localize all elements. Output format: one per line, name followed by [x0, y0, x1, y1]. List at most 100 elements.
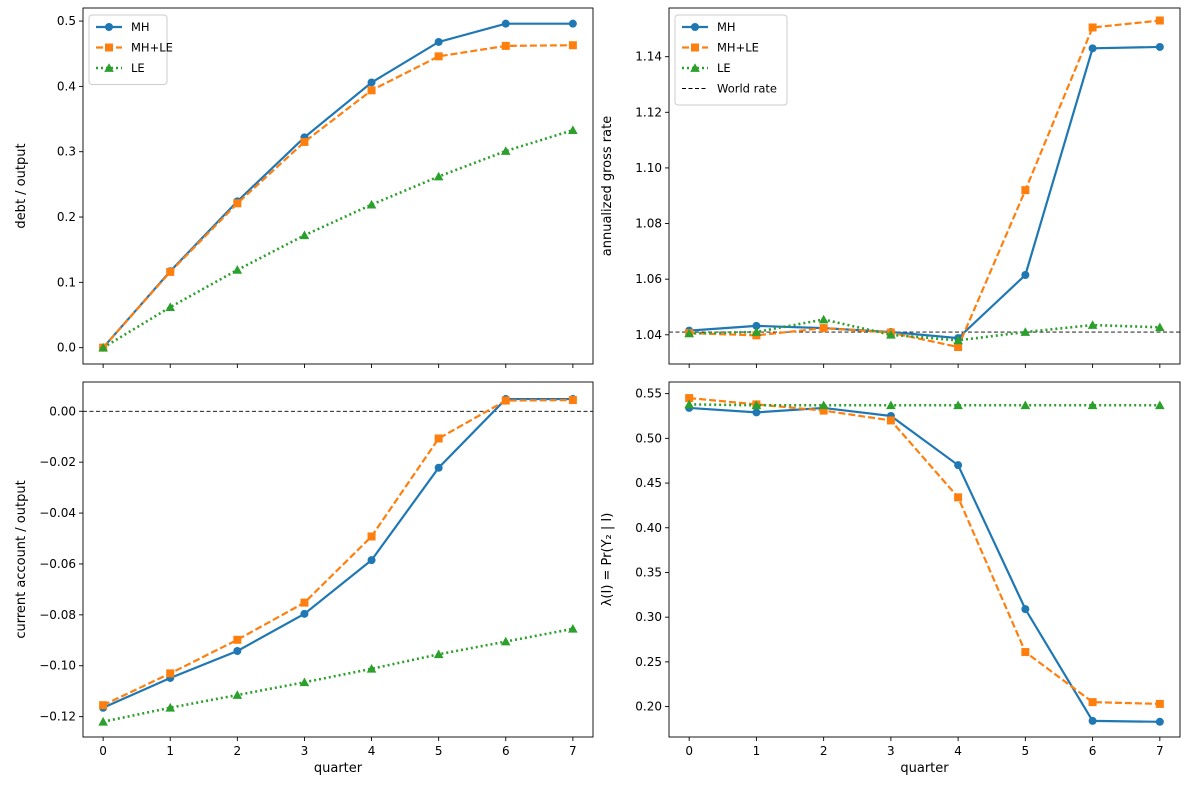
y-tick-label: 0.2: [57, 210, 76, 224]
data-point: [568, 396, 577, 405]
legend: MH MH+LE LE: [88, 14, 173, 85]
data-point: [500, 146, 511, 155]
data-point: [434, 434, 443, 443]
axes-frame: [668, 381, 1181, 738]
data-point: [500, 636, 511, 646]
legend-marker: [105, 43, 113, 52]
data-point: [953, 400, 963, 410]
x-tick-label: 0: [99, 744, 107, 758]
data-point: [954, 461, 963, 470]
x-tick-label: 3: [301, 744, 309, 758]
data-point: [233, 635, 242, 644]
series-line: [689, 318, 1160, 342]
y-tick-label: 0.30: [635, 610, 662, 624]
x-axis-label: quarter: [900, 761, 949, 776]
x-tick-label: 2: [820, 744, 828, 758]
series-le: [684, 314, 1165, 345]
series-mh: [99, 395, 577, 712]
data-point: [886, 329, 896, 339]
x-tick-label: 3: [887, 744, 895, 758]
data-point: [300, 137, 309, 146]
data-point: [99, 701, 108, 710]
y-tick-label: −0.02: [39, 455, 76, 469]
legend-marker: [104, 63, 114, 72]
data-point: [1021, 271, 1030, 279]
data-point: [954, 493, 963, 502]
data-point: [819, 324, 828, 333]
data-point: [568, 624, 578, 633]
y-tick-label: −0.10: [39, 659, 76, 673]
x-tick-label: 2: [234, 744, 242, 758]
data-point: [1021, 605, 1030, 614]
legend-label: MH+LE: [131, 41, 173, 55]
series-le: [684, 399, 1165, 410]
data-point: [433, 649, 444, 659]
data-point: [165, 702, 176, 712]
data-point: [366, 199, 377, 209]
data-point: [1021, 648, 1030, 657]
data-point: [501, 19, 510, 28]
series-mh-plus-le: [99, 396, 577, 710]
series-line: [102, 397, 573, 709]
data-point: [568, 41, 577, 50]
y-tick-label: 0.1: [57, 275, 76, 289]
data-point: [299, 677, 310, 687]
legend-label: MH: [717, 20, 736, 34]
legend-box: [674, 14, 788, 106]
data-point: [751, 400, 762, 410]
series-line: [689, 19, 1160, 349]
x-tick-label: 4: [954, 744, 962, 758]
data-point: [954, 343, 963, 352]
legend: MH MH+LE LE World rate: [674, 14, 788, 106]
y-tick-label: 0.50: [635, 431, 662, 445]
data-point: [953, 335, 963, 345]
y-tick-label: 1.12: [635, 105, 662, 119]
data-point: [1088, 23, 1097, 32]
x-tick-label: 5: [1022, 744, 1030, 758]
y-tick-label: −0.06: [39, 557, 76, 571]
chart-panel-4: 0 1 2 3 4 5 6 7 0.20 0.25 0.30 0.35 0.40 0.45 0.50 0.55…: [600, 381, 1181, 776]
y-tick-label: 0.00: [49, 404, 76, 418]
series-mh: [685, 403, 1164, 726]
axes-frame: [82, 381, 594, 738]
series-line: [689, 397, 1160, 706]
data-point: [166, 267, 175, 276]
data-point: [752, 321, 761, 330]
y-tick-label: 0.55: [635, 387, 662, 401]
data-point: [1021, 186, 1030, 195]
series-mh: [99, 19, 577, 352]
x-tick-label: 6: [1089, 744, 1097, 758]
data-point: [684, 328, 694, 338]
x-tick-label: 7: [569, 744, 577, 758]
y-tick-label: 1.06: [635, 272, 662, 286]
legend-marker: [691, 43, 699, 52]
data-point: [1087, 320, 1098, 329]
y-tick-label: 0.4: [57, 79, 76, 93]
data-point: [568, 19, 577, 28]
y-tick-label: −0.08: [39, 608, 76, 622]
data-point: [819, 406, 828, 415]
data-point: [501, 396, 510, 405]
series-line: [102, 398, 573, 707]
y-tick-label: 0.0: [57, 341, 76, 355]
series-line: [689, 45, 1160, 340]
y-tick-label: 0.35: [635, 565, 662, 579]
legend-label: MH: [131, 20, 150, 34]
legend-label: LE: [717, 61, 731, 75]
data-point: [684, 399, 694, 409]
series-le: [98, 624, 578, 726]
series-line: [689, 403, 1160, 407]
data-point: [1020, 327, 1031, 336]
legend-label: LE: [131, 61, 145, 75]
x-tick-label: 7: [1156, 744, 1164, 758]
y-tick-label: 0.40: [635, 521, 662, 535]
data-point: [1155, 322, 1165, 332]
x-tick-label: 0: [685, 744, 693, 758]
data-point: [233, 199, 242, 208]
data-point: [501, 41, 510, 50]
data-point: [299, 230, 310, 240]
y-tick-label: 0.45: [635, 476, 662, 490]
y-axis-label: current account / output: [14, 480, 29, 638]
y-tick-label: 1.14: [635, 50, 662, 64]
